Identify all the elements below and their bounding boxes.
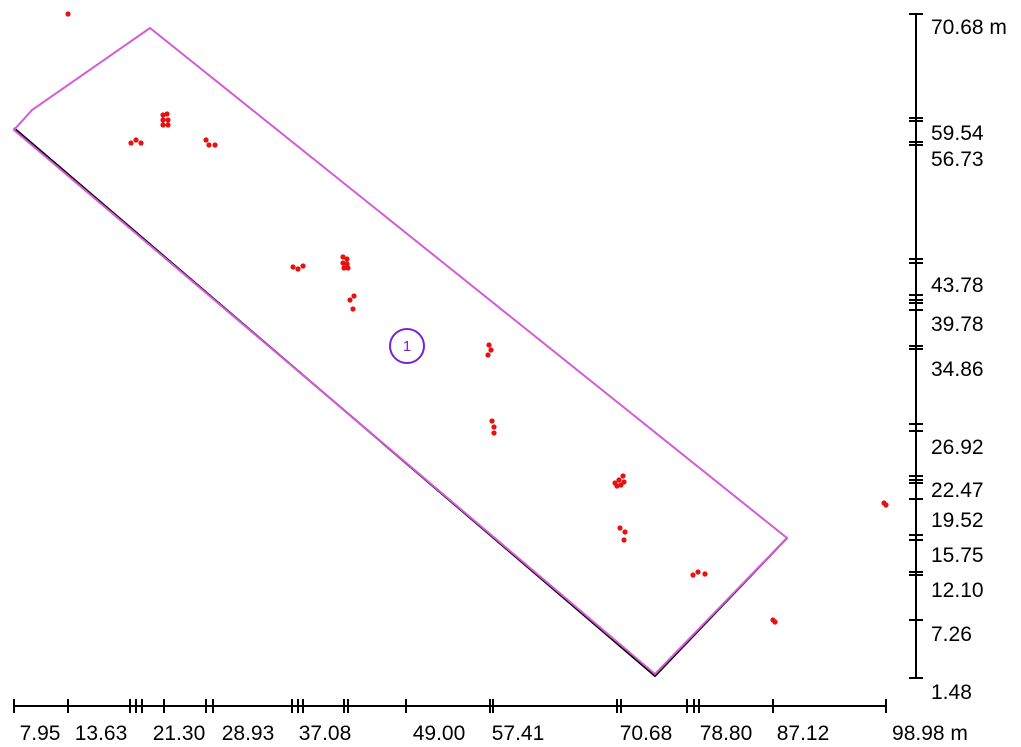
x-axis: 7.95 13.63 21.30 28.93 37.08 49.00 57.41… [13, 699, 968, 745]
survey-point [203, 137, 209, 143]
y-tick-label: 15.75 [931, 544, 984, 567]
survey-point [340, 254, 346, 260]
x-tick-label: 70.68 [620, 722, 673, 745]
y-tick-label: 19.52 [931, 509, 984, 532]
y-tick-label: 7.26 [931, 623, 972, 646]
y-axis-labels: 70.68 m 59.54 56.73 43.78 39.78 34.86 26… [931, 16, 1007, 704]
survey-point [702, 571, 708, 577]
survey-point [65, 11, 71, 17]
y-tick-label: 1.48 [931, 681, 972, 704]
survey-point [290, 264, 296, 270]
survey-point [489, 418, 495, 424]
survey-point [165, 117, 171, 123]
survey-point [616, 477, 622, 483]
y-tick-label: 70.68 m [931, 16, 1007, 39]
survey-point [690, 572, 696, 578]
x-tick-label: 37.08 [299, 722, 352, 745]
y-axis: 70.68 m 59.54 56.73 43.78 39.78 34.86 26… [909, 13, 1007, 704]
survey-point [485, 352, 491, 358]
survey-point [138, 140, 144, 146]
survey-point [883, 502, 889, 508]
survey-point [160, 112, 166, 118]
survey-point [614, 483, 620, 489]
survey-point [351, 293, 357, 299]
y-tick-label: 43.78 [931, 274, 984, 297]
x-tick-label: 49.00 [413, 722, 466, 745]
x-tick-label: 87.12 [777, 722, 830, 745]
survey-point [133, 137, 139, 143]
survey-point [128, 140, 134, 146]
survey-point [695, 569, 701, 575]
y-tick-label: 26.92 [931, 436, 984, 459]
survey-point [341, 265, 347, 271]
survey-point [164, 111, 170, 117]
y-tick-label: 34.86 [931, 358, 984, 381]
survey-point [491, 430, 497, 436]
x-axis-ticks [13, 699, 887, 713]
survey-point [212, 142, 218, 148]
survey-point [621, 537, 627, 543]
polygon-marker[interactable]: 1 [389, 328, 425, 364]
x-tick-label: 98.98 m [892, 722, 968, 745]
marker-circle [389, 328, 425, 364]
x-tick-label: 28.93 [222, 722, 275, 745]
polygon-lower-edge [13, 127, 788, 678]
x-tick-label: 7.95 [20, 722, 61, 745]
survey-point [160, 122, 166, 128]
survey-point [340, 260, 346, 266]
y-axis-ticks [909, 13, 923, 679]
survey-point [344, 256, 350, 262]
y-tick-label: 56.73 [931, 148, 984, 171]
survey-point [488, 347, 494, 353]
x-tick-label: 21.30 [153, 722, 206, 745]
survey-point [300, 263, 306, 269]
survey-point [620, 473, 626, 479]
survey-point [206, 142, 212, 148]
survey-point [350, 306, 356, 312]
polygon-layer [12, 26, 789, 678]
survey-point [772, 619, 778, 625]
survey-point [347, 297, 353, 303]
survey-point [491, 424, 497, 430]
x-axis-labels: 7.95 13.63 21.30 28.93 37.08 49.00 57.41… [20, 722, 968, 745]
x-tick-label: 78.80 [700, 722, 753, 745]
y-tick-label: 39.78 [931, 313, 984, 336]
survey-point [345, 265, 351, 271]
survey-point [344, 261, 350, 267]
y-tick-label: 12.10 [931, 579, 984, 602]
survey-point [165, 122, 171, 128]
x-tick-label: 13.63 [75, 722, 128, 745]
survey-point [618, 482, 624, 488]
survey-point [486, 342, 492, 348]
marker-label: 1 [403, 338, 411, 355]
x-tick-label: 57.41 [492, 722, 545, 745]
survey-point [295, 266, 301, 272]
survey-point [622, 529, 628, 535]
points-layer [65, 11, 889, 625]
site-polygon [12, 26, 789, 676]
y-tick-label: 22.47 [931, 479, 984, 502]
survey-point [160, 117, 166, 123]
survey-point [617, 525, 623, 531]
y-tick-label: 59.54 [931, 122, 984, 145]
